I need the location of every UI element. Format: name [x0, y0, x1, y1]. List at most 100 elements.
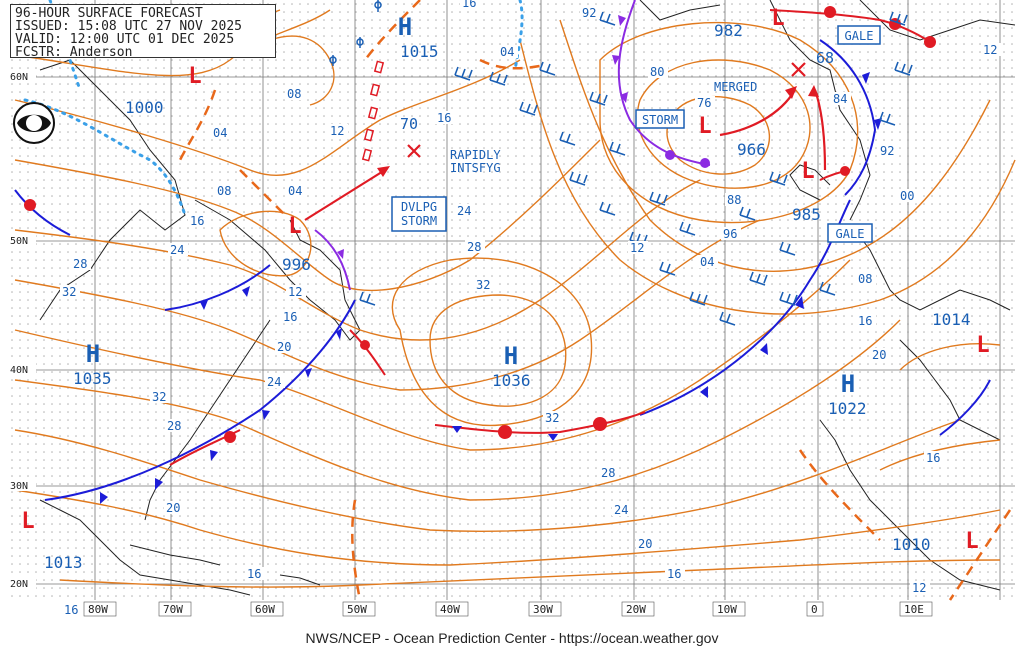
- developing-storm-box-text: DVLPG: [401, 200, 437, 214]
- isobar-label: 20: [638, 537, 652, 551]
- warm-front-bumps: [24, 6, 936, 443]
- lon-label: 10W: [717, 603, 737, 616]
- isobar-label: 20: [277, 340, 291, 354]
- isobar-label: 84: [833, 92, 847, 106]
- isobar-label-bg: [636, 537, 656, 550]
- cold-front-pips: [100, 72, 882, 504]
- isobar-label: 04: [500, 45, 514, 59]
- isobar-label: 24: [267, 375, 281, 389]
- low-pressure-center-letter: L: [771, 6, 784, 31]
- merged-label: MERGED: [714, 80, 757, 94]
- future-pressure-label: 68: [816, 49, 834, 67]
- noaa-logo: [13, 102, 55, 144]
- low-pressure-center-letter: L: [976, 333, 989, 358]
- isobar-label-bg: [328, 124, 348, 137]
- isobar-label-bg: [698, 255, 718, 268]
- isobar-label: 12: [330, 124, 344, 138]
- isobar-label-bg: [924, 451, 944, 464]
- isobar-label-bg: [725, 193, 745, 206]
- lon-label-bg: [899, 601, 933, 617]
- isobar-label-bg: [286, 285, 306, 298]
- lat-label-bg: [8, 363, 36, 375]
- developing-storm-box-text: STORM: [401, 214, 437, 228]
- troughs: [178, 0, 1012, 601]
- isobar-label-bg: [599, 466, 619, 479]
- isobar-label-bg: [60, 285, 80, 298]
- high-pressure-center-letter: H: [86, 340, 100, 368]
- gale-warning-box-text: GALE: [845, 29, 874, 43]
- lon-label-bg: [158, 601, 192, 617]
- high-pressure-center-letter: H: [398, 13, 412, 41]
- isobar-label-bg: [665, 567, 685, 580]
- lon-label-bg: [712, 601, 746, 617]
- isobar-label-bg: [910, 581, 930, 594]
- isobar-label-bg: [612, 503, 632, 516]
- storm-track-arrowheads: [377, 85, 819, 177]
- isobar-label-bg: [870, 348, 890, 361]
- lon-label-bg: [528, 601, 562, 617]
- forecaster-name: FCSTR: Anderson: [15, 45, 133, 60]
- isobar-label: 20: [166, 501, 180, 515]
- lat-label: 50N: [10, 236, 28, 247]
- isobar-label: 32: [62, 285, 76, 299]
- isobar-label: 16: [667, 567, 681, 581]
- isobar-label: 76: [697, 96, 711, 110]
- isobar-label-bg: [215, 184, 235, 197]
- lat-label-bg: [8, 479, 36, 491]
- isobar-label: 12: [288, 285, 302, 299]
- isobar-label: 04: [700, 255, 714, 269]
- isobar-label: 16: [437, 111, 451, 125]
- lon-label: 10E: [904, 603, 924, 616]
- isobar-label: 12: [630, 241, 644, 255]
- isobar-label-bg: [188, 214, 208, 227]
- isobar-label-bg: [898, 189, 918, 202]
- isobar-label: 16: [462, 0, 476, 10]
- isobar-label-bg: [455, 204, 475, 217]
- forecast-header: 96-HOUR SURFACE FORECAST ISSUED: 15:08 U…: [10, 4, 276, 60]
- isobar-label: 32: [152, 390, 166, 404]
- high-pressure-value: 1015: [400, 42, 439, 61]
- rapidly-label: RAPIDLY: [450, 148, 501, 162]
- isobar-label: 16: [283, 310, 297, 324]
- isobar-label-bg: [831, 92, 851, 105]
- lon-label-bg: [83, 601, 117, 617]
- isobar-label-bg: [878, 144, 898, 157]
- isobar-label: 16: [247, 567, 261, 581]
- isobar-label-bg: [543, 411, 563, 424]
- isobar-label: 04: [288, 184, 302, 198]
- isobar-label: 12: [912, 581, 926, 595]
- valid-time: VALID: 12:00 UTC 01 DEC 2025: [15, 32, 235, 47]
- storm-warning-box-text: STORM: [642, 113, 678, 127]
- isobar-label: 00: [900, 189, 914, 203]
- isobar-label: 32: [545, 411, 559, 425]
- low-pressure-value: 1010: [892, 535, 931, 554]
- isobar-label: 16: [926, 451, 940, 465]
- low-pressure-value: 1013: [44, 553, 83, 572]
- lon-label: 0: [811, 603, 818, 616]
- gale-warning-box: GALE: [827, 223, 873, 243]
- low-pressure-value: 966: [737, 140, 766, 159]
- issued-time: ISSUED: 15:08 UTC 27 NOV 2025: [15, 19, 242, 34]
- isobar-label-bg: [150, 390, 170, 403]
- isobar-label-bg: [856, 272, 876, 285]
- storm-warning-box: STORM: [635, 109, 685, 129]
- lon-label-bg: [250, 601, 284, 617]
- isobar-label: 16: [858, 314, 872, 328]
- low-pressure-value: 985: [792, 205, 821, 224]
- isobar-label: 08: [217, 184, 231, 198]
- lon-label-bg: [342, 601, 376, 617]
- lon-label: 80W: [88, 603, 108, 616]
- gale-warning-box-text: GALE: [836, 227, 865, 241]
- low-pressure-center-letter: L: [21, 509, 34, 534]
- isobar-label-bg: [285, 87, 305, 100]
- isobar-label-bg: [245, 567, 265, 580]
- isobar-label-bg: [165, 419, 185, 432]
- lon-label: 20W: [626, 603, 646, 616]
- ship-obs-symbols: [329, 0, 382, 66]
- isobar-label: 28: [467, 240, 481, 254]
- isobar-label-bg: [498, 45, 518, 58]
- isobar-label: 92: [582, 6, 596, 20]
- isobar-label-bg: [71, 257, 91, 270]
- lat-label-bg: [8, 70, 36, 82]
- lat-label: 20N: [10, 579, 28, 590]
